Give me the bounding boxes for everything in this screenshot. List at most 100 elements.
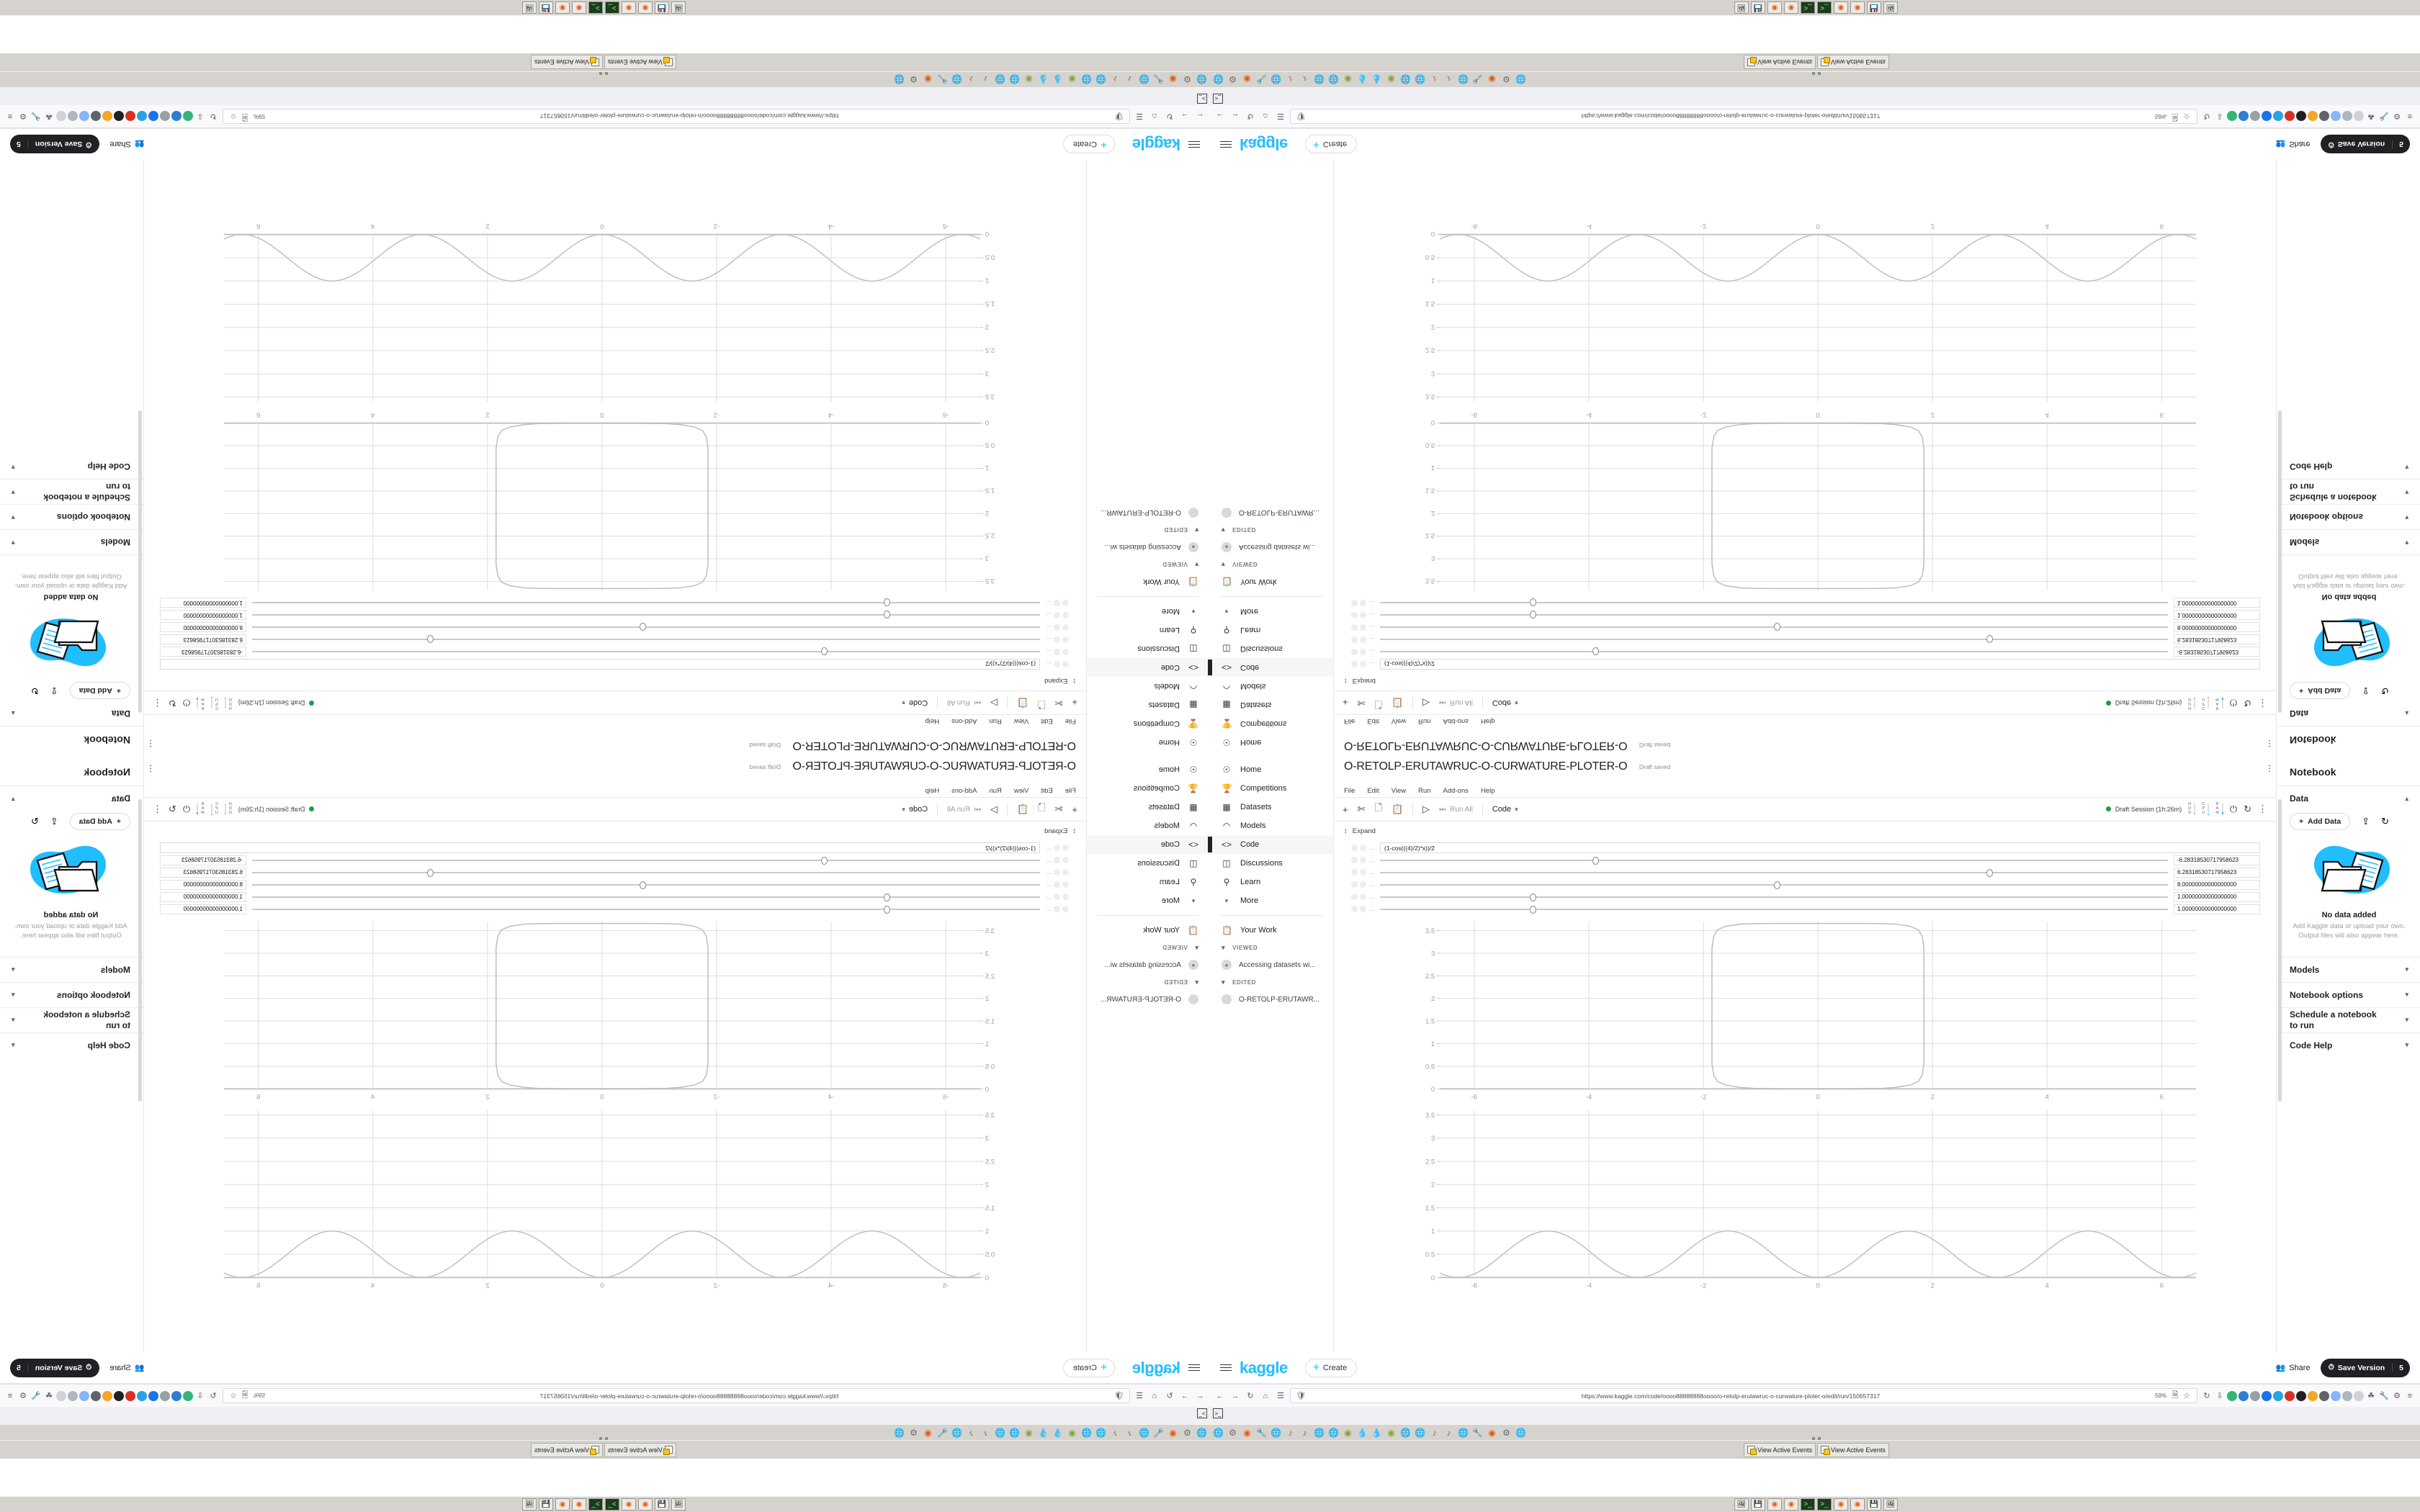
clock-icon[interactable]	[79, 111, 89, 122]
sidebar-recent-item[interactable]: ● Accessing datasets wi...	[1087, 538, 1210, 557]
download-icon[interactable]: ⇩	[197, 112, 204, 120]
plus-circle-icon[interactable]	[148, 111, 158, 122]
library-icon[interactable]: ☰	[1136, 112, 1143, 120]
power-icon[interactable]: ⏻	[182, 803, 191, 814]
menu-file[interactable]: File	[1065, 787, 1076, 795]
paste-icon[interactable]: 📋	[1391, 804, 1404, 814]
samples-slider[interactable]	[252, 880, 1040, 890]
x-max-value[interactable]: 6.28318530717958623	[160, 867, 246, 878]
settings-icon[interactable]: ⚙	[19, 112, 27, 120]
offset-value[interactable]: 1.00000000000000000	[160, 904, 246, 914]
reload-icon[interactable]: ↻	[1247, 1392, 1254, 1400]
puzzle-icon[interactable]	[102, 1390, 112, 1401]
menu-file[interactable]: File	[1344, 787, 1355, 795]
firefox-icon[interactable]: ◉	[924, 1427, 932, 1438]
water-drop-icon[interactable]: 💧	[1357, 74, 1368, 85]
barcode-icon[interactable]	[2296, 1390, 2306, 1401]
firefox-icon[interactable]: ◉	[622, 1498, 636, 1511]
menu-icon[interactable]: ≡	[2407, 1391, 2413, 1400]
samples-slider[interactable]	[252, 623, 1040, 633]
globe-icon[interactable]: 🌐	[1009, 1427, 1020, 1438]
water-drop-icon[interactable]: 💧	[1052, 1427, 1063, 1438]
menu-icon[interactable]: ≡	[2407, 112, 2413, 121]
kebab-icon[interactable]: ⋮	[153, 803, 162, 814]
tag-icon[interactable]	[2238, 1390, 2249, 1401]
settings-icon[interactable]: ⚙	[2393, 112, 2401, 120]
url-text[interactable]: https://www.kaggle.com/code/oooo88888888…	[539, 112, 839, 120]
x-max-slider[interactable]	[252, 868, 1040, 878]
cut-icon[interactable]: ✄	[1357, 698, 1366, 708]
section-header-models[interactable]: Models ▾	[12, 958, 130, 982]
upload-icon[interactable]: ⇪	[50, 685, 58, 696]
run-cell-icon[interactable]: ▷	[1422, 804, 1430, 814]
gear-icon[interactable]: ⚙	[1183, 1427, 1191, 1438]
sidebar-item-home[interactable]: ☉ Home	[1087, 760, 1210, 779]
globe-icon[interactable]: 🌐	[1270, 1427, 1281, 1438]
home-icon[interactable]: ⌂	[1263, 112, 1268, 121]
offset-value[interactable]: 1.00000000000000000	[2174, 598, 2260, 608]
barcode-icon[interactable]	[2296, 111, 2306, 122]
globe-icon[interactable]: 🌐	[1095, 74, 1106, 85]
section-header-schedule[interactable]: Schedule a notebook to run ▾	[12, 1008, 130, 1032]
firefox-icon[interactable]: ◉	[1488, 1427, 1496, 1438]
offset-value[interactable]: 1.00000000000000000	[160, 598, 246, 608]
sidebar-recent-item[interactable]: O-RETOLP-ERUTAWR...	[1210, 503, 1333, 522]
terminal-icon[interactable]: >_	[1197, 94, 1207, 104]
audio-icon[interactable]: ♪	[1288, 1427, 1293, 1438]
globe-icon[interactable]: 🌐	[1196, 74, 1207, 85]
sidebar-item-code[interactable]: <> Code	[1087, 658, 1210, 677]
disc-icon[interactable]: ◉	[1344, 74, 1352, 85]
section-header-code-help[interactable]: Code Help ▾	[2290, 454, 2408, 479]
cell-type-select[interactable]: Code ▾	[902, 805, 928, 814]
run-all-button[interactable]: ⏭ Run All	[947, 806, 981, 814]
section-header-code-help[interactable]: Code Help ▾	[12, 1033, 130, 1058]
samples-slider[interactable]	[1380, 880, 2168, 890]
add-cell-icon[interactable]: +	[1343, 697, 1348, 708]
expand-toggle[interactable]: ↕ Expand	[144, 672, 1086, 690]
run-all-button[interactable]: ⏭ Run All	[1439, 806, 1473, 814]
audio-icon[interactable]: ♪	[1432, 74, 1437, 85]
bookmark-icon[interactable]: ☘	[45, 112, 53, 120]
x-max-slider[interactable]	[1380, 868, 2168, 878]
x-max-value[interactable]: 6.28318530717958623	[2174, 867, 2260, 878]
bookmark-star-icon[interactable]: ☆	[2183, 1392, 2190, 1400]
x-min-value[interactable]: -6.28318530717958623	[160, 647, 246, 657]
sidebar-item-discussions[interactable]: ◫ Discussions	[1087, 639, 1210, 658]
globe-icon[interactable]: 🌐	[1400, 1427, 1411, 1438]
reload-icon[interactable]: ↻	[210, 1392, 217, 1400]
sidebar-group-edited[interactable]: ▾ EDITED	[1087, 522, 1210, 538]
globe-icon[interactable]: 🌐	[1139, 74, 1150, 85]
bookmark-star-icon[interactable]: ☆	[230, 112, 237, 120]
clock-icon[interactable]	[2331, 111, 2341, 122]
palette-icon[interactable]	[183, 1390, 193, 1401]
page-title[interactable]: O-RETOLP-ERUTAWRUC-O-CURWATURE-PLOTER-O	[1344, 739, 1628, 752]
globe-icon[interactable]: 🌐	[995, 1427, 1005, 1438]
gear-icon[interactable]: ⚙	[1229, 1427, 1237, 1438]
floppy-disk-icon[interactable]: 💾	[655, 1, 669, 14]
restart-icon[interactable]: ↻	[169, 803, 176, 814]
forward-icon[interactable]: →	[1231, 112, 1240, 121]
plus-circle-icon[interactable]	[2262, 1390, 2272, 1401]
globe-icon[interactable]: 🌐	[1515, 1427, 1526, 1438]
run-all-button[interactable]: ⏭ Run All	[947, 699, 981, 707]
slider-knob[interactable]	[1592, 856, 1600, 865]
scale-value[interactable]: 1.00000000000000000	[160, 891, 246, 902]
wrench-icon[interactable]: 🔧	[1472, 74, 1483, 85]
globe-icon[interactable]: 🌐	[1213, 74, 1224, 85]
x-min-slider[interactable]	[252, 855, 1040, 865]
scale-value[interactable]: 1.00000000000000000	[2174, 891, 2260, 902]
plus-circle-icon[interactable]	[148, 1390, 158, 1401]
scrollbar[interactable]	[2278, 799, 2282, 1102]
home-icon[interactable]: ⌂	[1152, 112, 1157, 121]
reload-icon[interactable]: ↻	[210, 112, 217, 120]
bookmark-icon[interactable]: ☘	[2367, 1392, 2375, 1400]
terminal-icon[interactable]: >_	[1801, 1498, 1815, 1511]
section-header-schedule[interactable]: Schedule a notebook to run ▾	[2290, 480, 2408, 504]
gear-icon[interactable]: ⚙	[1502, 1427, 1510, 1438]
cut-icon[interactable]: ✄	[1357, 804, 1366, 814]
audio-icon[interactable]: ♪	[983, 74, 988, 85]
section-header-data[interactable]: Data ▴	[2290, 786, 2408, 811]
terminal-icon[interactable]: >_	[588, 1498, 603, 1511]
add-cell-icon[interactable]: +	[1343, 804, 1348, 815]
add-data-button[interactable]: + Add Data	[2290, 682, 2351, 699]
